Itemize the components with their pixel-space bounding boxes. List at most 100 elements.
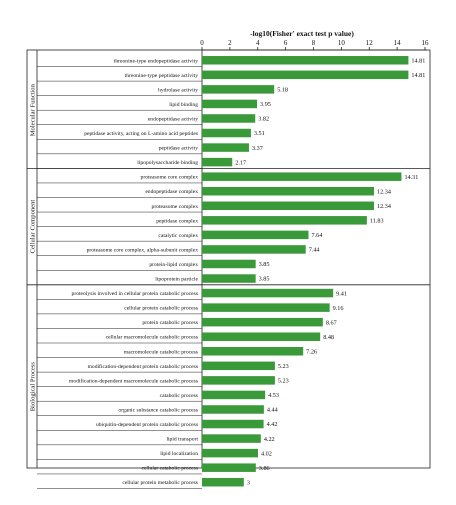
- bar: [202, 376, 275, 385]
- category-label: cellular protein catabolic process: [124, 306, 198, 312]
- value-label: 3.86: [259, 465, 270, 472]
- category-label: proteasome core complex: [141, 175, 199, 181]
- x-tick-label: 10: [338, 39, 346, 47]
- value-label: 3: [247, 479, 250, 486]
- category-label: lipopolysaccharide binding: [137, 160, 198, 166]
- category-label: hydrolase activity: [158, 87, 198, 93]
- bar: [202, 128, 251, 138]
- bar: [202, 114, 256, 123]
- bar: [202, 303, 330, 312]
- bar: [202, 477, 244, 487]
- value-label: 7.64: [311, 232, 322, 239]
- value-label: 4.53: [268, 392, 279, 399]
- category-label: proteasome complex: [152, 204, 199, 210]
- value-label: 9.41: [336, 290, 347, 297]
- bar: [202, 405, 264, 414]
- value-label: 7.44: [309, 247, 320, 254]
- group-label: Biological Process: [30, 362, 37, 412]
- bar: [202, 317, 323, 327]
- bar: [202, 390, 266, 400]
- bar: [202, 70, 409, 80]
- value-label: 5.18: [277, 87, 288, 94]
- category-label: peptidase activity: [159, 146, 199, 152]
- x-tick-label: 2: [228, 39, 232, 47]
- category-label: cellular catabolic process: [141, 466, 198, 472]
- group-label: Cellular Component: [30, 200, 37, 254]
- bar: [202, 99, 258, 109]
- x-tick-label: 8: [312, 39, 316, 47]
- x-tick-label: 14: [394, 39, 402, 47]
- value-label: 3.85: [259, 276, 270, 283]
- bar: [202, 201, 374, 211]
- value-label: 4.42: [267, 421, 278, 428]
- category-label: macromolecule catabolic process: [124, 349, 198, 355]
- category-label: lipoprotein particle: [155, 277, 198, 283]
- category-label: catalytic complex: [158, 233, 198, 239]
- category-label: endopeptidase complex: [145, 189, 198, 195]
- value-label: 8.67: [326, 319, 337, 326]
- bar: [202, 434, 261, 443]
- bar: [202, 230, 309, 240]
- x-tick-label: 6: [284, 39, 288, 47]
- category-label: threonine-type endopeptidase activity: [114, 58, 198, 64]
- value-label: 9.16: [333, 305, 344, 312]
- category-label: lipid localization: [160, 451, 198, 457]
- value-label: 14.81: [411, 57, 425, 64]
- bar: [202, 186, 374, 196]
- bar: [202, 463, 256, 472]
- bar: [202, 419, 264, 429]
- bar: [202, 56, 409, 65]
- bar: [202, 347, 304, 356]
- category-label: peptidase activity, acting on L-amino ac…: [84, 131, 198, 137]
- category-label: cellular protein metabolic process: [122, 480, 198, 486]
- value-label: 5.23: [278, 378, 289, 385]
- value-label: 14.31: [404, 174, 418, 181]
- category-label: proteolysis involved in cellular protein…: [72, 291, 198, 297]
- category-label: proteasome core complex, alpha-subunit c…: [87, 247, 199, 253]
- bar: [202, 274, 256, 283]
- value-label: 3.82: [258, 116, 269, 123]
- value-label: 5.23: [278, 363, 289, 370]
- bar: [202, 332, 321, 341]
- category-label: catabolic process: [160, 393, 198, 399]
- x-tick-label: 16: [422, 39, 430, 47]
- category-label: threonine-type peptidase activity: [125, 73, 199, 79]
- x-tick-label: 4: [256, 39, 260, 47]
- category-label: lipid binding: [169, 102, 198, 108]
- x-tick-label: 0: [200, 39, 204, 47]
- category-label: peptidase complex: [156, 218, 198, 224]
- value-label: 3.51: [254, 130, 265, 137]
- value-label: 7.26: [306, 348, 317, 355]
- category-label: protein-lipid complex: [149, 262, 198, 268]
- x-tick-label: 12: [366, 39, 374, 47]
- value-label: 11.83: [370, 218, 384, 225]
- value-label: 4.22: [264, 436, 275, 443]
- bar: [202, 245, 306, 254]
- value-label: 12.34: [377, 188, 391, 195]
- category-label: modification-dependent protein catabolic…: [88, 363, 198, 370]
- category-label: modification-dependent macromolecule cat…: [69, 377, 198, 384]
- value-label: 2.17: [235, 159, 246, 166]
- bar: [202, 216, 367, 225]
- bar: [202, 85, 275, 94]
- value-label: 3.85: [259, 261, 270, 268]
- value-label: 3.95: [260, 101, 271, 108]
- bar: [202, 361, 275, 371]
- category-label: lipid transport: [166, 437, 198, 443]
- category-label: cellular macromolecule catabolic process: [106, 335, 198, 341]
- category-label: protein catabolic process: [142, 320, 198, 326]
- chart-title: -log10(Fisher' exact test p value): [250, 29, 354, 38]
- category-label: organic substance catabolic process: [118, 407, 198, 413]
- bar: [202, 288, 334, 298]
- bar: [202, 448, 259, 458]
- bar: [202, 259, 256, 269]
- value-label: 8.48: [323, 334, 334, 341]
- bar: [202, 172, 402, 181]
- category-label: endopeptidase activity: [148, 116, 198, 122]
- value-label: 4.44: [267, 407, 278, 414]
- value-label: 4.02: [261, 450, 272, 457]
- value-label: 12.34: [377, 203, 391, 210]
- value-label: 3.37: [252, 145, 263, 152]
